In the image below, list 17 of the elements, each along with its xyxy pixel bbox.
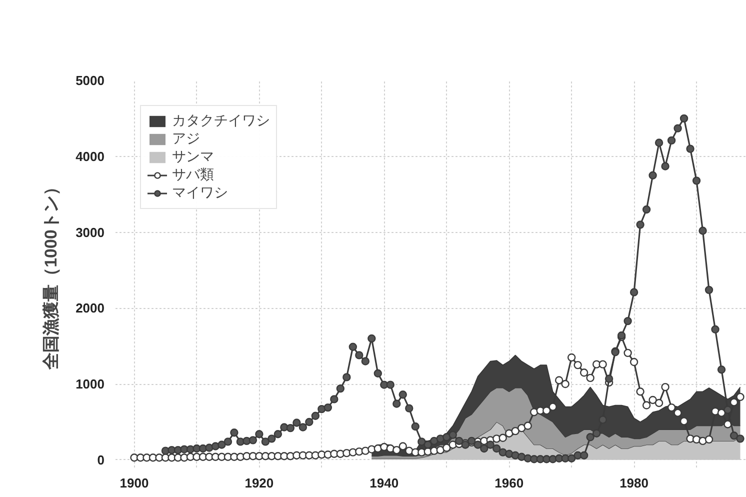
y-tick-label: 4000 [76, 148, 104, 164]
legend-label: サンマ [172, 148, 214, 166]
y-tick-label: 3000 [76, 224, 104, 240]
x-tick-label: 1980 [620, 476, 649, 490]
y-tick-label: 1000 [76, 376, 104, 392]
legend-label: サバ類 [172, 166, 214, 184]
y-tick-label: 5000 [76, 73, 104, 88]
x-tick-label: 1940 [370, 476, 399, 490]
legend-label: カタクチイワシ [172, 112, 270, 130]
y-tick-label: 2000 [76, 300, 104, 316]
x-tick-label: 1920 [244, 476, 274, 490]
x-tick-label: 1960 [494, 476, 524, 490]
x-tick-label: 1900 [120, 476, 149, 490]
y-tick-label: 0 [97, 452, 105, 468]
y-axis-title: 全国漁獲量（1000トン） [42, 178, 61, 370]
legend-label: マイワシ [172, 184, 228, 202]
legend-label: アジ [172, 130, 200, 148]
